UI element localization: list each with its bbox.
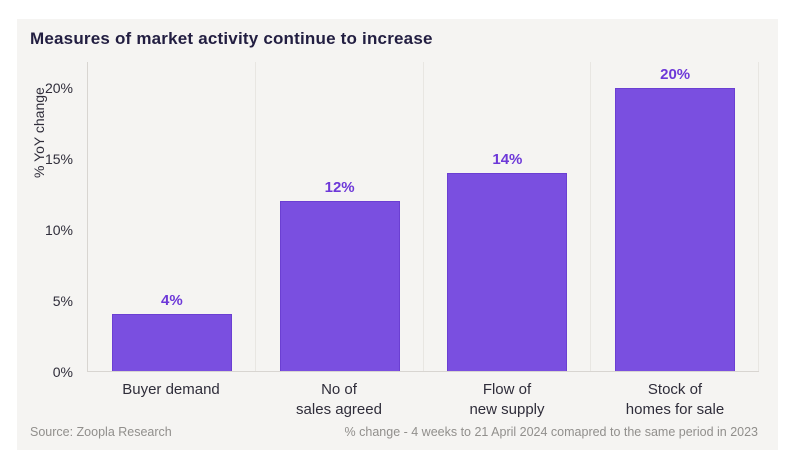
bar-group: 4% (88, 62, 256, 371)
gridline (590, 62, 592, 371)
x-axis-labels: Buyer demand No of sales agreed Flow of new … (87, 380, 759, 420)
y-axis-ticks: 0% 5% 10% 15% 20% (17, 62, 73, 380)
gridline (758, 62, 759, 371)
plot-area: 4% 12% 14% 20% (87, 62, 759, 372)
y-tick-label: 0% (52, 364, 73, 380)
y-tick-label: 10% (44, 221, 73, 238)
gridline (422, 62, 424, 371)
chart-card: Measures of market activity continue to … (17, 19, 778, 450)
gridline (254, 62, 256, 371)
footnote: % change - 4 weeks to 21 April 2024 coma… (344, 425, 758, 439)
bar-group: 12% (256, 62, 424, 371)
bar (447, 172, 568, 371)
bars-row: 4% 12% 14% 20% (88, 62, 759, 371)
bar (279, 200, 400, 371)
source-attribution: Source: Zoopla Research (30, 425, 172, 439)
y-tick-label: 15% (44, 150, 73, 167)
category-label: Buyer demand (122, 381, 220, 398)
chart-title: Measures of market activity continue to … (30, 29, 433, 48)
category-label: Stock of homes for sale (625, 381, 725, 418)
bar (111, 314, 232, 371)
bar-group: 20% (591, 62, 759, 371)
category-label: Flow of new supply (469, 381, 545, 418)
bar-group: 14% (424, 62, 592, 371)
bar (615, 87, 736, 371)
bar-value-label: 12% (324, 178, 355, 196)
bar-value-label: 14% (492, 150, 523, 168)
category-label: No of sales agreed (296, 381, 382, 418)
bar-value-label: 20% (660, 65, 691, 83)
bar-value-label: 4% (161, 292, 183, 310)
y-tick-label: 5% (52, 292, 73, 309)
y-tick-label: 20% (44, 79, 73, 96)
